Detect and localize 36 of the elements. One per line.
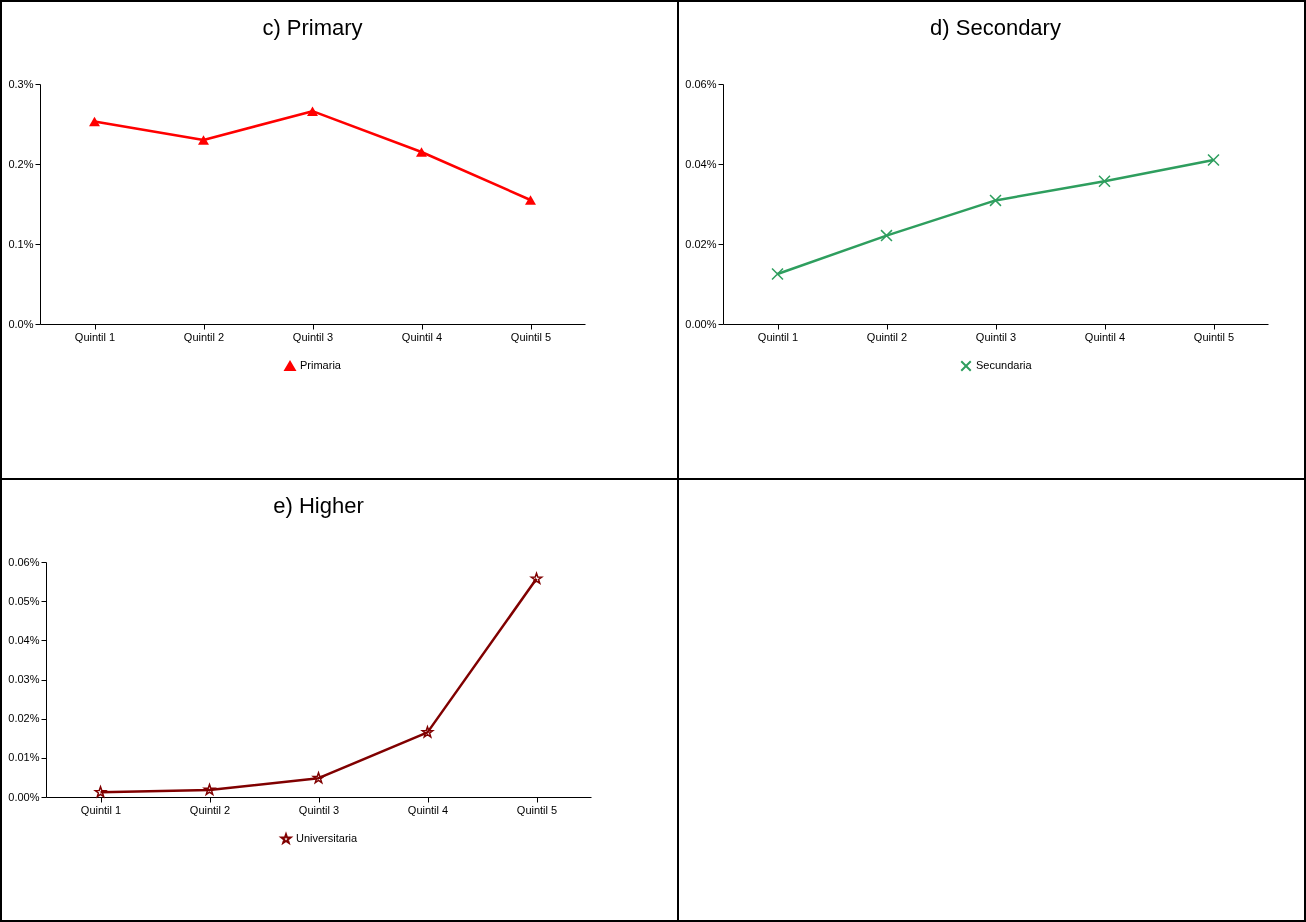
y-tick-label: 0.06% (8, 555, 40, 568)
x-tick-label: Quintil 3 (292, 330, 334, 343)
x-tick-label: Quintil 3 (975, 330, 1017, 343)
y-tick-label: 0.00% (8, 790, 40, 803)
legend-label: Secundaria (976, 359, 1033, 371)
y-tick-label: 0.02% (685, 237, 717, 250)
y-tick-label: 0.00% (685, 317, 717, 330)
x-tick-label: Quintil 4 (1084, 330, 1126, 343)
x-tick-label: Quintil 3 (298, 803, 340, 816)
x-tick-label: Quintil 4 (407, 803, 449, 816)
y-tick-label: 0.0% (8, 317, 34, 330)
y-tick-label: 0.04% (8, 633, 40, 646)
y-tick-label: 0.06% (685, 77, 717, 90)
y-tick-label: 0.1% (8, 237, 34, 250)
y-tick-label: 0.3% (8, 77, 34, 90)
x-tick-label: Quintil 1 (80, 803, 122, 816)
legend-label: Primaria (300, 359, 342, 371)
y-tick-label: 0.04% (685, 157, 717, 170)
chart-title: c) Primary (262, 15, 363, 40)
x-tick-label: Quintil 1 (74, 330, 116, 343)
y-tick-label: 0.01% (8, 751, 40, 764)
x-tick-label: Quintil 5 (516, 803, 558, 816)
chart-title: d) Secondary (930, 15, 1061, 40)
x-tick-label: Quintil 5 (510, 330, 552, 343)
legend-label: Universitaria (296, 832, 359, 844)
x-tick-label: Quintil 2 (183, 330, 225, 343)
y-tick-label: 0.05% (8, 594, 40, 607)
y-tick-label: 0.03% (8, 673, 40, 685)
y-tick-label: 0.2% (8, 157, 34, 170)
x-tick-label: Quintil 2 (866, 330, 908, 343)
y-tick-label: 0.02% (8, 712, 40, 725)
x-tick-label: Quintil 5 (1193, 330, 1235, 343)
x-tick-label: Quintil 2 (189, 803, 231, 816)
x-tick-label: Quintil 1 (757, 330, 799, 343)
x-tick-label: Quintil 4 (401, 330, 443, 343)
chart-title: e) Higher (273, 493, 364, 518)
